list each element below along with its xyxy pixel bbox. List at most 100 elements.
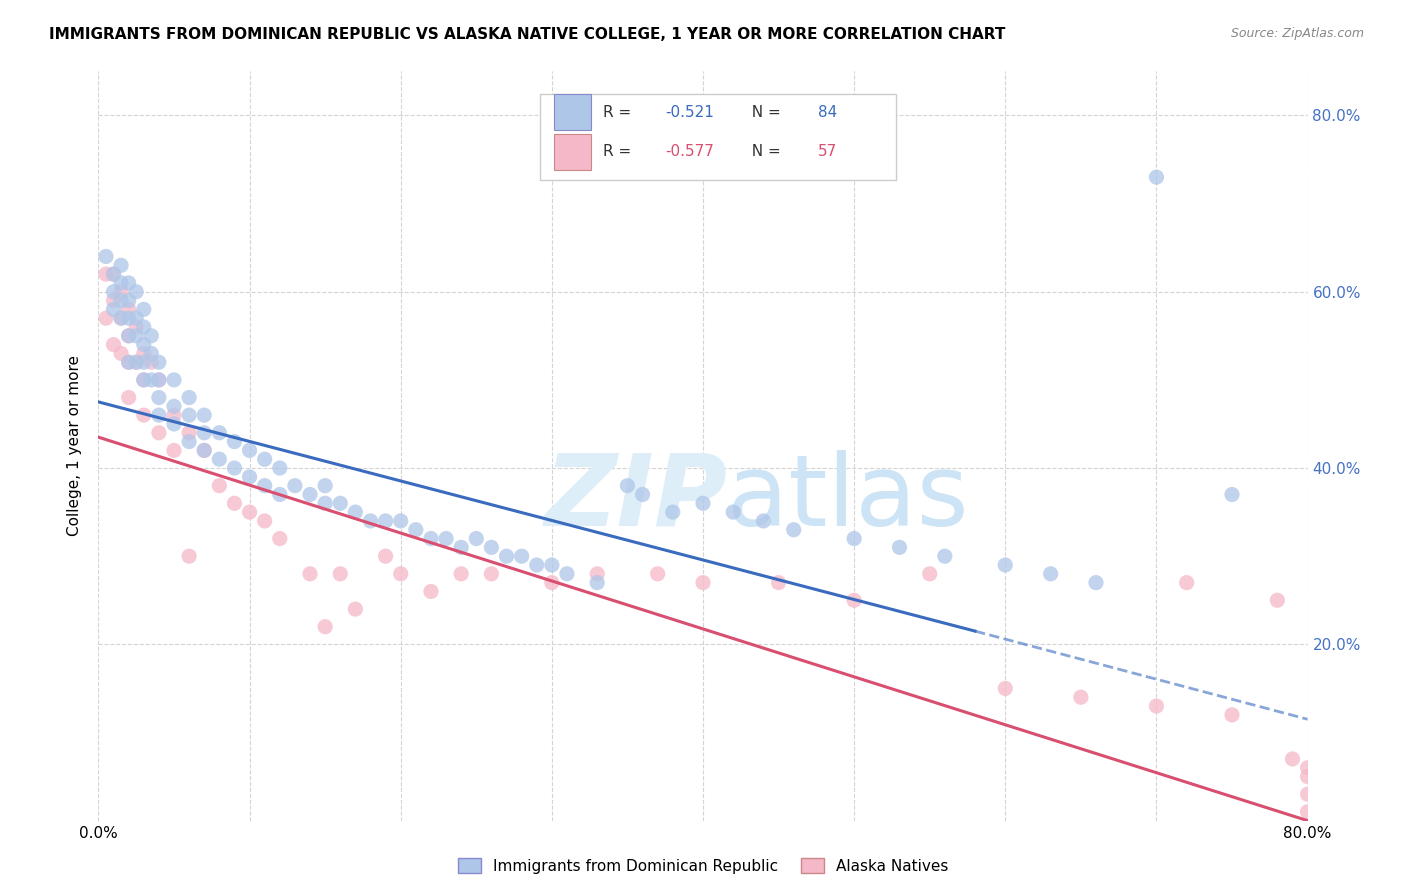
Text: 84: 84	[818, 104, 837, 120]
Point	[1281, 752, 1303, 766]
Point	[299, 487, 322, 501]
Text: N =: N =	[742, 145, 786, 159]
Point	[299, 566, 322, 581]
Point	[193, 425, 215, 440]
Point	[163, 373, 186, 387]
Text: -0.577: -0.577	[665, 145, 714, 159]
Point	[125, 355, 148, 369]
Point	[179, 408, 201, 422]
Point	[208, 425, 231, 440]
Point	[179, 391, 201, 405]
Point	[1296, 761, 1319, 775]
Point	[692, 496, 714, 510]
Point	[389, 514, 412, 528]
Point	[465, 532, 488, 546]
Text: Source: ZipAtlas.com: Source: ZipAtlas.com	[1230, 27, 1364, 40]
Point	[994, 558, 1017, 572]
Point	[374, 549, 396, 564]
Point	[752, 514, 775, 528]
Point	[94, 311, 117, 326]
Text: -0.521: -0.521	[665, 104, 714, 120]
Point	[118, 355, 141, 369]
Point	[1220, 707, 1243, 722]
Point	[208, 452, 231, 467]
Point	[723, 505, 745, 519]
Point	[783, 523, 806, 537]
Point	[103, 302, 125, 317]
Text: R =: R =	[603, 104, 636, 120]
Point	[481, 566, 503, 581]
Point	[103, 337, 125, 351]
Point	[208, 478, 231, 492]
Point	[314, 496, 336, 510]
Point	[284, 478, 307, 492]
Point	[118, 391, 141, 405]
Point	[239, 443, 262, 458]
Point	[329, 496, 352, 510]
Point	[269, 487, 291, 501]
Point	[110, 346, 132, 360]
Point	[586, 575, 609, 590]
Point	[253, 452, 276, 467]
Text: IMMIGRANTS FROM DOMINICAN REPUBLIC VS ALASKA NATIVE COLLEGE, 1 YEAR OR MORE CORR: IMMIGRANTS FROM DOMINICAN REPUBLIC VS AL…	[49, 27, 1005, 42]
Point	[510, 549, 533, 564]
Point	[1085, 575, 1108, 590]
Point	[405, 523, 427, 537]
Point	[934, 549, 956, 564]
Point	[118, 355, 141, 369]
Point	[647, 566, 669, 581]
Point	[224, 461, 246, 475]
Point	[110, 311, 132, 326]
Point	[132, 408, 155, 422]
Point	[132, 337, 155, 351]
Point	[132, 355, 155, 369]
Point	[253, 514, 276, 528]
Point	[132, 320, 155, 334]
Point	[132, 346, 155, 360]
Point	[314, 620, 336, 634]
Text: atlas: atlas	[727, 450, 969, 547]
Point	[94, 250, 117, 264]
Point	[314, 478, 336, 492]
Point	[344, 505, 367, 519]
Point	[141, 373, 163, 387]
Point	[555, 566, 578, 581]
Point	[125, 285, 148, 299]
Point	[1267, 593, 1289, 607]
Point	[844, 532, 866, 546]
Point	[540, 558, 562, 572]
Point	[1220, 487, 1243, 501]
FancyBboxPatch shape	[554, 94, 591, 130]
Point	[179, 549, 201, 564]
Text: R =: R =	[603, 145, 636, 159]
Point	[994, 681, 1017, 696]
Point	[110, 258, 132, 272]
Point	[1296, 787, 1319, 801]
Point	[889, 541, 911, 555]
Point	[269, 461, 291, 475]
Point	[450, 541, 472, 555]
Point	[1144, 170, 1167, 185]
Point	[193, 443, 215, 458]
Point	[118, 302, 141, 317]
Point	[450, 566, 472, 581]
Point	[148, 355, 170, 369]
Point	[374, 514, 396, 528]
Point	[118, 311, 141, 326]
Point	[1144, 699, 1167, 714]
Point	[481, 541, 503, 555]
Point	[526, 558, 548, 572]
Point	[103, 267, 125, 281]
Point	[616, 478, 638, 492]
Point	[253, 478, 276, 492]
Point	[179, 434, 201, 449]
Point	[148, 373, 170, 387]
Text: 57: 57	[818, 145, 837, 159]
Point	[163, 443, 186, 458]
Point	[1175, 575, 1198, 590]
Point	[118, 328, 141, 343]
Point	[132, 302, 155, 317]
Point	[148, 408, 170, 422]
Point	[132, 373, 155, 387]
Point	[94, 267, 117, 281]
